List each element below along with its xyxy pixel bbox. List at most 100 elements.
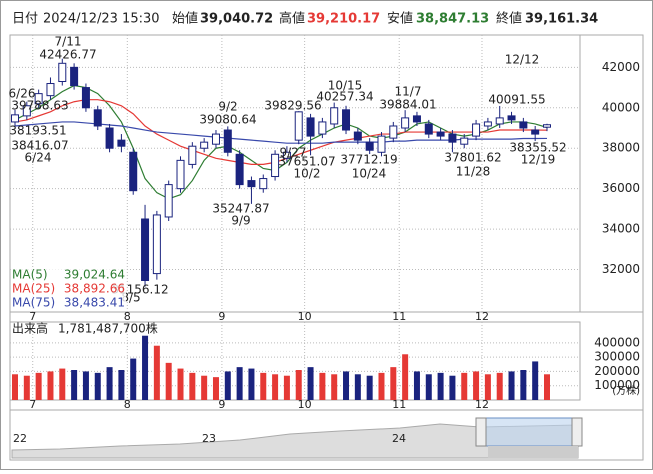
date: 2024/12/23 15:30 bbox=[43, 12, 160, 27]
legend-name: MA(25) bbox=[12, 282, 55, 296]
volume-bar bbox=[496, 372, 503, 400]
candle-body bbox=[105, 127, 114, 149]
candle-body bbox=[93, 109, 102, 127]
volume-bar bbox=[94, 372, 101, 400]
annotation-price: 38355.52 bbox=[509, 141, 566, 155]
candle-body bbox=[543, 124, 551, 128]
x-tick-label: 12 bbox=[475, 310, 489, 323]
x-tick-label: 9 bbox=[218, 310, 225, 323]
candle-body bbox=[34, 93, 43, 105]
ma-line bbox=[14, 121, 548, 144]
navigator-handle[interactable] bbox=[571, 417, 583, 447]
legend-bg bbox=[11, 268, 126, 282]
candle-body bbox=[247, 180, 256, 188]
navigator-handle[interactable] bbox=[475, 417, 487, 447]
legend-bg bbox=[11, 296, 126, 310]
volume-bar bbox=[331, 374, 338, 400]
ma-line bbox=[14, 99, 548, 166]
volume-tick-label: 200000 bbox=[594, 364, 640, 378]
annotation-price: 35247.87 bbox=[212, 202, 269, 216]
high-label: 高値 bbox=[279, 11, 305, 27]
candle-body bbox=[259, 178, 268, 190]
volume-bar bbox=[224, 371, 231, 400]
volume-label: 出来高 bbox=[12, 321, 48, 336]
annotation-price: 37712.19 bbox=[340, 153, 397, 167]
volume-bar bbox=[12, 374, 18, 400]
volume-bar bbox=[248, 368, 255, 400]
annotation-price: 37651.07 bbox=[278, 155, 335, 169]
annotation-date: 12/19 bbox=[521, 153, 556, 167]
volume-bar bbox=[343, 371, 350, 400]
candle-body bbox=[223, 129, 232, 153]
volume-bar bbox=[201, 375, 208, 400]
candle-body bbox=[401, 117, 410, 129]
candle-body bbox=[353, 131, 362, 141]
volume-bar bbox=[307, 367, 314, 400]
volume-tick-label: 100000 bbox=[594, 378, 640, 392]
volume-bar bbox=[260, 372, 267, 400]
candle-body bbox=[519, 121, 528, 129]
volume-bar bbox=[390, 367, 397, 400]
x-tick-label: 9 bbox=[218, 398, 225, 411]
volume-bar bbox=[153, 345, 160, 400]
date-label: 日付 bbox=[12, 12, 38, 27]
candle-body bbox=[412, 115, 421, 123]
annotation-price: 39884.01 bbox=[379, 98, 436, 112]
navigator-window[interactable] bbox=[480, 417, 578, 447]
ma-line bbox=[14, 84, 548, 200]
candle-body bbox=[235, 153, 244, 186]
candle-body bbox=[129, 151, 138, 192]
volume-bar bbox=[437, 372, 444, 400]
annotation-date: 6/24 bbox=[25, 151, 52, 165]
annotation-price: 37801.62 bbox=[444, 151, 501, 165]
annotation-price: 38416.07 bbox=[11, 139, 68, 153]
x-tick-label: 10 bbox=[298, 310, 312, 323]
candle-body bbox=[318, 121, 327, 135]
volume-bar bbox=[508, 371, 515, 400]
candle-body bbox=[22, 105, 31, 117]
volume-bar bbox=[402, 354, 409, 400]
candle-body bbox=[271, 153, 280, 178]
annotation-price: 39788.63 bbox=[11, 99, 68, 113]
y-tick-label: 34000 bbox=[602, 222, 640, 236]
candle-body bbox=[389, 125, 398, 139]
annotation-price: 40091.55 bbox=[488, 93, 545, 107]
volume-bar bbox=[532, 361, 539, 400]
volume-bar bbox=[272, 374, 279, 400]
candle-body bbox=[282, 151, 291, 159]
x-tick-label: 8 bbox=[124, 398, 131, 411]
annotation-date: 10/24 bbox=[352, 167, 387, 181]
candle-body bbox=[424, 123, 433, 135]
annotation-date: 6/26 bbox=[9, 87, 36, 101]
candle-body bbox=[117, 139, 126, 147]
y-tick-label: 42000 bbox=[602, 60, 640, 74]
y-tick-label: 40000 bbox=[602, 100, 640, 114]
candle-body bbox=[330, 107, 339, 125]
navigator-label: 22 bbox=[13, 432, 27, 445]
volume-bar bbox=[413, 371, 420, 400]
annotation-price: 42426.77 bbox=[39, 48, 96, 62]
open-label: 始値 bbox=[172, 11, 198, 27]
volume-bar bbox=[47, 371, 54, 400]
candle-body bbox=[531, 129, 540, 135]
volume-tick-label: 400000 bbox=[594, 335, 640, 349]
legend-bg bbox=[11, 282, 126, 296]
candle-body bbox=[211, 133, 220, 145]
open: 39,040.72 bbox=[200, 12, 273, 27]
y-tick-label: 38000 bbox=[602, 141, 640, 155]
volume-bar bbox=[544, 374, 550, 400]
annotation-price: 39080.64 bbox=[199, 113, 256, 127]
volume-bar bbox=[82, 371, 89, 400]
x-tick-label: 8 bbox=[124, 310, 131, 323]
candle-body bbox=[176, 159, 185, 190]
candle-body bbox=[507, 115, 516, 121]
volume-bar bbox=[236, 367, 243, 400]
volume-panel bbox=[9, 321, 581, 401]
x-tick-label: 10 bbox=[298, 398, 312, 411]
candle-body bbox=[58, 62, 67, 83]
volume-bar bbox=[461, 372, 468, 400]
volume-bar bbox=[378, 372, 385, 400]
scrollbar[interactable] bbox=[488, 446, 578, 458]
candle-body bbox=[448, 133, 457, 143]
